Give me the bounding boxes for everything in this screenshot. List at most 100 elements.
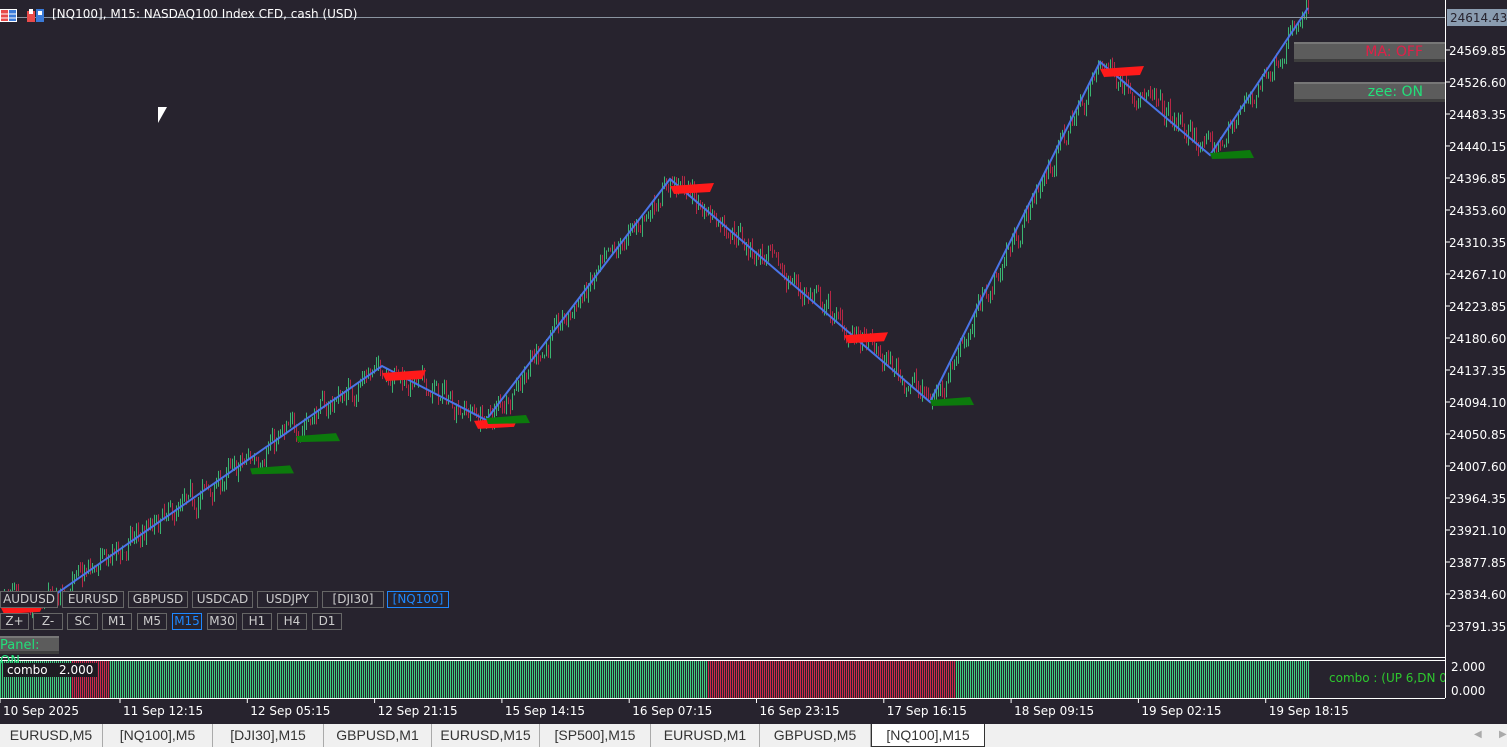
- chart-tab[interactable]: EURUSD,M1: [651, 724, 760, 747]
- histogram-bar: [826, 661, 827, 698]
- histogram-bar: [1232, 661, 1233, 698]
- histogram-bar: [142, 661, 143, 698]
- histogram-bar: [1306, 661, 1307, 698]
- chart-grid-icon[interactable]: [0, 7, 17, 22]
- price-tick-label: 24180.60: [1449, 332, 1506, 346]
- histogram-bar: [896, 661, 897, 698]
- mouse-cursor-icon: [158, 107, 167, 123]
- symbol-button[interactable]: [DJI30]: [322, 591, 384, 608]
- sell-signal-marker: [670, 182, 714, 194]
- timeframe-button[interactable]: H1: [242, 613, 272, 630]
- chart-tab[interactable]: GBPUSD,M1: [324, 724, 432, 747]
- histogram-bar: [984, 661, 985, 698]
- chart-tab[interactable]: EURUSD,M15: [432, 724, 540, 747]
- histogram-bar: [878, 661, 879, 698]
- histogram-bar: [904, 661, 905, 698]
- symbol-button[interactable]: USDJPY: [257, 591, 318, 608]
- histogram-bar: [542, 661, 543, 698]
- scroll-right-icon[interactable]: ▶: [1499, 729, 1507, 740]
- histogram-bar: [664, 661, 665, 698]
- histogram-bar: [708, 661, 709, 698]
- histogram-bar: [414, 661, 415, 698]
- chart-tab[interactable]: [DJI30],M15: [213, 724, 324, 747]
- symbol-button[interactable]: GBPUSD: [128, 591, 188, 608]
- timeframe-button[interactable]: M30: [207, 613, 237, 630]
- scroll-left-icon[interactable]: ◀: [1474, 729, 1482, 740]
- chart-tab[interactable]: [SP500],M15: [540, 724, 651, 747]
- histogram-bar: [1278, 661, 1279, 698]
- symbol-button[interactable]: [NQ100]: [387, 591, 449, 608]
- histogram-bar: [132, 661, 133, 698]
- histogram-bar: [952, 661, 953, 698]
- histogram-bar: [240, 661, 241, 698]
- histogram-bar: [944, 661, 945, 698]
- chart-tab[interactable]: [NQ100],M5: [103, 724, 213, 747]
- histogram-bar: [640, 661, 641, 698]
- histogram-bar: [74, 661, 75, 698]
- histogram-bar: [192, 661, 193, 698]
- panel-toggle-button[interactable]: Panel: ON: [0, 636, 59, 669]
- histogram-bar: [1058, 661, 1059, 698]
- zee-toggle-button[interactable]: zee: ON: [1294, 82, 1445, 102]
- timeframe-button[interactable]: SC: [67, 613, 98, 630]
- histogram-bar: [672, 661, 673, 698]
- price-tick-label: 23921.10: [1449, 524, 1506, 538]
- timeframe-button[interactable]: H4: [277, 613, 307, 630]
- histogram-bar: [138, 661, 139, 698]
- timeframe-button[interactable]: Z+: [0, 613, 29, 630]
- histogram-bar: [928, 661, 929, 698]
- histogram-bar: [980, 661, 981, 698]
- histogram-bar: [164, 661, 165, 698]
- histogram-bar: [384, 661, 385, 698]
- histogram-bar: [618, 661, 619, 698]
- histogram-bar: [916, 661, 917, 698]
- symbol-button[interactable]: USDCAD: [192, 591, 253, 608]
- histogram-bar: [722, 661, 723, 698]
- timeframe-button[interactable]: D1: [312, 613, 342, 630]
- timeframe-button[interactable]: M1: [102, 613, 132, 630]
- price-tick-label: 24137.35: [1449, 364, 1506, 378]
- timeframe-button[interactable]: M15: [172, 613, 202, 630]
- histogram-bar: [698, 661, 699, 698]
- histogram-bar: [1192, 661, 1193, 698]
- histogram-bar: [990, 661, 991, 698]
- histogram-bar: [1300, 661, 1301, 698]
- histogram-bar: [1178, 661, 1179, 698]
- histogram-bar: [440, 661, 441, 698]
- histogram-bar: [476, 661, 477, 698]
- ma-toggle-button[interactable]: MA: OFF: [1294, 42, 1445, 62]
- histogram-bar: [792, 661, 793, 698]
- histogram-bar: [636, 661, 637, 698]
- histogram-bar: [1094, 661, 1095, 698]
- histogram-bar: [518, 661, 519, 698]
- chart-tab[interactable]: EURUSD,M5: [0, 724, 103, 747]
- histogram-bar: [756, 661, 757, 698]
- histogram-bar: [2, 661, 3, 698]
- histogram-bar: [1172, 661, 1173, 698]
- histogram-bar: [118, 661, 119, 698]
- timeframe-button[interactable]: M5: [137, 613, 167, 630]
- histogram-bar: [1154, 661, 1155, 698]
- histogram-bar: [342, 661, 343, 698]
- symbol-button[interactable]: AUDUSD: [0, 591, 58, 608]
- chart-tab[interactable]: [NQ100],M15: [871, 724, 985, 747]
- histogram-bar: [712, 661, 713, 698]
- histogram-bar: [968, 661, 969, 698]
- symbol-button[interactable]: EURUSD: [62, 591, 124, 608]
- histogram-bar: [108, 661, 109, 698]
- histogram-bar: [114, 661, 115, 698]
- histogram-bar: [1284, 661, 1285, 698]
- histogram-bar: [868, 661, 869, 698]
- chart-save-icon[interactable]: [27, 7, 44, 22]
- histogram-bar: [1040, 661, 1041, 698]
- histogram-bar: [742, 661, 743, 698]
- histogram-bar: [1210, 661, 1211, 698]
- histogram-bar: [32, 661, 33, 698]
- histogram-bar: [880, 661, 881, 698]
- timeframe-button[interactable]: Z-: [33, 613, 63, 630]
- chart-tab[interactable]: GBPUSD,M5: [760, 724, 871, 747]
- price-chart[interactable]: 24614.43 24569.85 24526.60 24483.35 24440.15…: [0, 0, 1507, 724]
- histogram-bar: [1118, 661, 1119, 698]
- histogram-bar: [594, 661, 595, 698]
- histogram-bar: [1252, 661, 1253, 698]
